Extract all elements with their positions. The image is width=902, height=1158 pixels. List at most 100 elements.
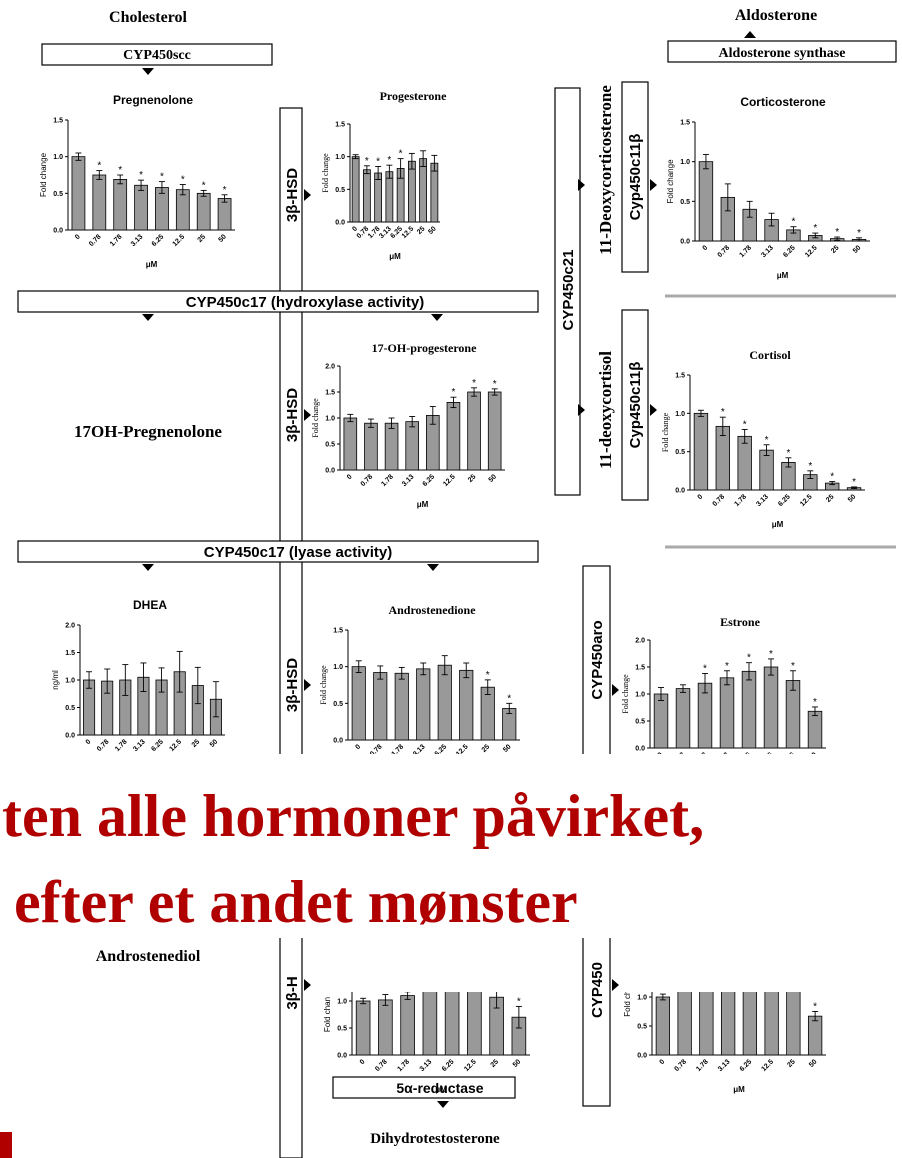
y-tick-label: 0.0 — [335, 220, 345, 227]
bar — [374, 172, 383, 223]
bar — [217, 198, 232, 231]
bar — [677, 992, 692, 1056]
error-bar — [117, 174, 124, 185]
error-bar — [763, 444, 770, 456]
error-bar — [179, 184, 186, 196]
enzyme-label: CYP450scc — [123, 48, 191, 63]
y-axis-label: ng/ml — [51, 670, 60, 690]
x-tick-label: 50 — [488, 473, 499, 484]
enzyme-label: CYP450c17 (hydroxylase activity) — [186, 294, 424, 311]
y-tick-label: 0.5 — [325, 442, 335, 449]
bar — [675, 688, 691, 749]
error-bar — [441, 655, 448, 676]
x-tick-label: 50 — [852, 244, 863, 255]
bar — [416, 668, 431, 741]
error-bar — [200, 189, 207, 197]
error-bar — [194, 666, 201, 705]
arrow — [304, 189, 311, 201]
y-tick-label: 0.5 — [335, 187, 345, 194]
bar — [113, 178, 128, 231]
error-bar — [463, 662, 470, 679]
y-tick-label: 1.0 — [325, 416, 335, 423]
error-bar — [138, 179, 145, 191]
error-bar — [491, 388, 498, 396]
y-tick-label: 1.0 — [637, 995, 647, 1002]
bar — [405, 421, 419, 471]
error-bar — [493, 992, 500, 1009]
significance-star: * — [139, 170, 143, 181]
x-axis-label: μM — [389, 252, 401, 261]
enzyme-label: 3β-HSD — [284, 388, 301, 442]
y-tick-label: 2.0 — [65, 623, 75, 630]
x-tick-label: 6.25 — [777, 493, 792, 508]
bar-chart: 17-OH-progesterone 0.0 0.5 1.0 1.5 2.0 Fold ch… — [311, 341, 505, 509]
x-tick-label: 0 — [354, 743, 362, 751]
y-tick-label: 0.5 — [337, 1026, 347, 1033]
significance-star: * — [507, 693, 511, 704]
x-tick-label: 12.5 — [401, 225, 416, 240]
significance-star: * — [725, 661, 729, 672]
arrow — [650, 404, 657, 416]
x-tick-label: 12.5 — [172, 233, 187, 248]
bar — [155, 187, 169, 231]
x-tick-label: 25 — [197, 233, 208, 244]
error-bar — [790, 226, 797, 234]
x-tick-label: 50 — [218, 233, 229, 244]
chart-title: Corticosterone — [740, 95, 826, 109]
significance-star: * — [118, 165, 122, 176]
overlay-text: efter et andet mønster — [14, 869, 578, 935]
significance-star: * — [181, 175, 185, 186]
chart-title: Cortisol — [749, 348, 791, 362]
error-bar — [658, 687, 664, 701]
y-tick-label: 1.0 — [680, 159, 690, 166]
enzyme-label: Aldosterone synthase — [719, 46, 846, 61]
error-bar — [363, 165, 370, 175]
enzyme-label: Cyp450c11β — [627, 134, 644, 221]
bar — [437, 664, 452, 741]
bar — [655, 996, 671, 1056]
bar — [764, 992, 779, 1056]
x-tick-label: 25 — [830, 244, 841, 255]
charts: Pregnenolone 0.0 0.5 1.0 1.5 Fold change 0 * 0.7… — [39, 89, 870, 1094]
bar — [71, 156, 86, 231]
significance-star: * — [835, 227, 839, 238]
x-tick-label: 1.78 — [695, 1058, 710, 1073]
error-bar — [768, 212, 775, 227]
enzyme-box — [17, 540, 539, 563]
x-tick-label: 1.78 — [109, 233, 124, 248]
bar — [763, 666, 779, 749]
diagram: Cholesterol CYP450scc Aldosterone Aldost… — [0, 7, 897, 1158]
y-tick-label: 1.5 — [635, 665, 645, 672]
arrow — [612, 979, 619, 991]
bar — [422, 992, 438, 1056]
x-tick-label: 0 — [74, 233, 82, 241]
y-axis-label: Fold change — [321, 153, 330, 193]
chart-title: Progesterone — [380, 89, 448, 103]
arrow — [142, 314, 154, 321]
x-tick-label: 12.5 — [804, 244, 819, 259]
bar-chart: 0.0 0.5 1.0 Fold chan 0 0.78 1.78 3.13 6.25 12.5 2… — [323, 992, 530, 1094]
x-tick-label: 0.78 — [96, 738, 111, 753]
y-tick-label: 1.5 — [335, 122, 345, 129]
arrow — [578, 179, 585, 191]
arrow — [427, 564, 439, 571]
error-bar — [158, 667, 165, 693]
bar — [355, 1000, 371, 1056]
bar — [487, 391, 502, 471]
error-bar — [382, 994, 389, 1006]
y-tick-label: 0.0 — [325, 468, 335, 475]
bar — [362, 169, 371, 223]
x-tick-label: 0.78 — [712, 493, 727, 508]
x-tick-label: 50 — [502, 743, 513, 754]
bar — [737, 435, 752, 491]
y-tick-label: 0.0 — [675, 488, 685, 495]
significance-star: * — [97, 161, 101, 172]
error-bar — [429, 406, 436, 425]
bar-chart: 0.0 0.5 1.0 Fold chang 0 0.78 1.78 3.13 6.25 12.5… — [623, 992, 826, 1094]
x-tick-label: 12.5 — [760, 1058, 775, 1073]
error-bar — [408, 152, 415, 170]
error-bar — [397, 158, 404, 179]
significance-star: * — [857, 228, 861, 239]
bar — [430, 162, 439, 223]
chart-title: 17-OH-progesterone — [372, 341, 478, 355]
